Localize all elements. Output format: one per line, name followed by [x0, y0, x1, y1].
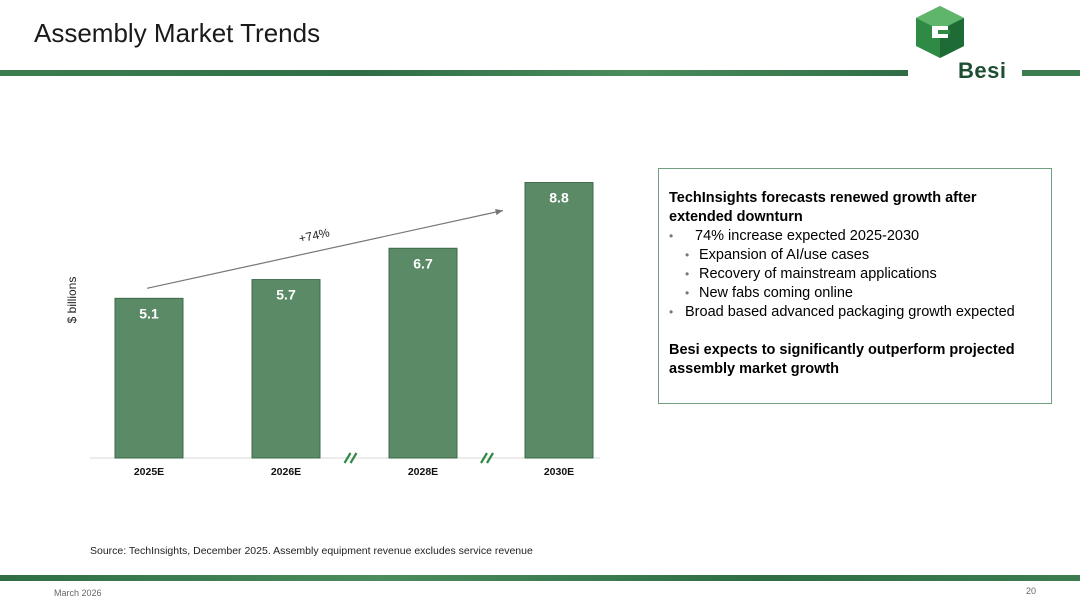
axis-break-mark — [343, 452, 358, 464]
source-note: Source: TechInsights, December 2025. Ass… — [90, 545, 533, 557]
forecast-callout: TechInsights forecasts renewed growth af… — [658, 168, 1052, 404]
callout-heading: TechInsights forecasts renewed growth af… — [669, 190, 977, 225]
x-tick-label: 2025E — [134, 466, 164, 478]
axis-break-mark — [480, 452, 494, 464]
brand-name: Besi — [958, 58, 1007, 83]
bullet-item: 74% increase expected 2025-2030 — [669, 227, 1041, 246]
x-tick-label: 2030E — [544, 466, 574, 478]
data-label: 5.7 — [276, 287, 296, 303]
bullet-subitem: Expansion of AI/use cases — [669, 246, 1041, 265]
bar — [114, 297, 184, 459]
x-tick-label: 2026E — [271, 466, 301, 478]
bullet-subitem: Recovery of mainstream applications — [669, 265, 1041, 284]
footer-date: March 2026 — [54, 588, 102, 598]
data-label: 8.8 — [549, 190, 569, 206]
bar — [388, 247, 458, 459]
data-label: 5.1 — [139, 305, 159, 321]
growth-arrow — [146, 209, 504, 289]
y-axis-label: $ billions — [65, 277, 79, 324]
callout-conclusion: Besi expects to significantly outperform… — [669, 342, 1015, 377]
growth-annotation: +74% — [297, 225, 331, 245]
callout-bullet-list: 74% increase expected 2025-2030 Expansio… — [669, 227, 1041, 322]
bullet-item: Broad based advanced packaging growth ex… — [669, 303, 1041, 322]
header-divider-right — [1022, 70, 1080, 76]
footer-divider — [0, 575, 1080, 581]
slide-title: Assembly Market Trends — [34, 18, 321, 48]
data-label: 6.7 — [413, 255, 433, 271]
header-divider — [0, 70, 908, 76]
besi-logo-icon — [916, 6, 964, 58]
bar — [524, 182, 594, 459]
bar — [251, 279, 321, 459]
bullet-subitem: New fabs coming online — [669, 284, 1041, 303]
page-number: 20 — [1025, 586, 1036, 596]
bar-chart: $ billions 5.1 2025E 5.7 2026E 6.7 2028E 8.8 20… — [65, 182, 600, 478]
x-tick-label: 2028E — [408, 466, 438, 478]
